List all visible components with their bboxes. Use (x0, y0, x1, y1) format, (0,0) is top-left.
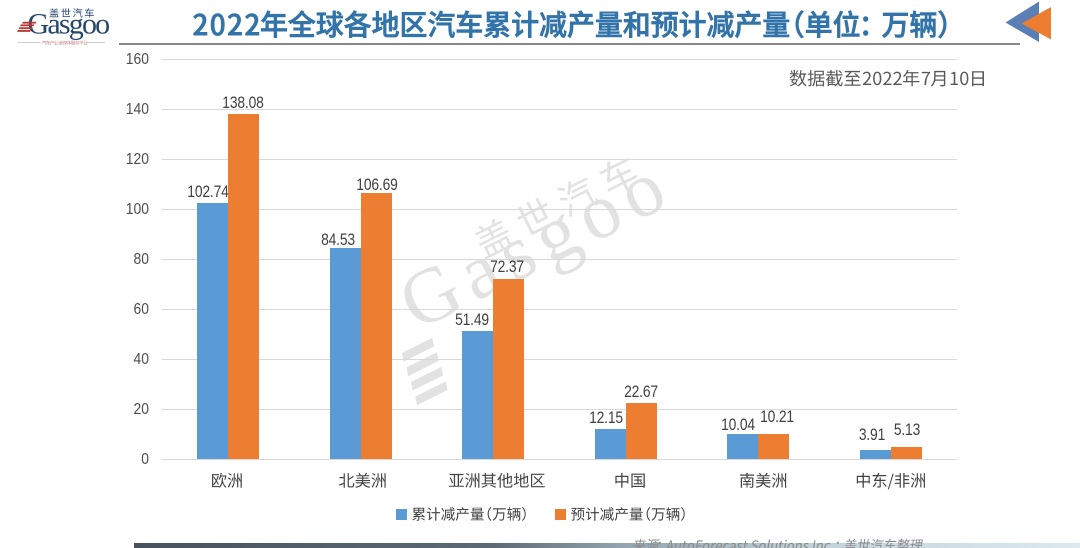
svg-text:Gasgoo: Gasgoo (28, 8, 110, 41)
